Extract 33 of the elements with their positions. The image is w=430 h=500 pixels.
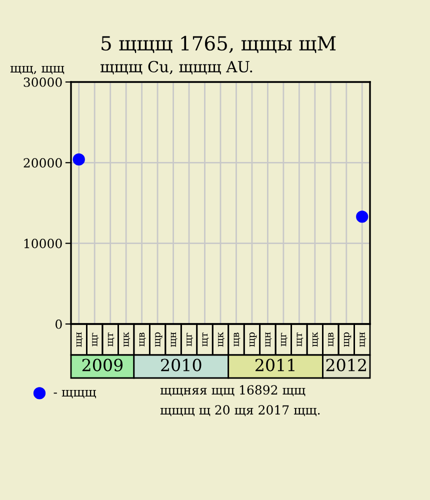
x-tick-label: щт xyxy=(108,332,114,346)
text: щщщ щ 20 щя 2017 щщ. xyxy=(160,405,320,416)
x-tick-label: щг xyxy=(186,332,194,346)
x-tick-label: щр xyxy=(155,332,162,347)
chart-subtitle: щщщ Cu, щщщ AU. xyxy=(100,60,252,74)
text: 2011 xyxy=(256,358,294,372)
x-tick-label: щк xyxy=(312,332,319,347)
x-tick-label: щв xyxy=(234,332,240,346)
x-tick-label: щк xyxy=(124,332,130,347)
x-tick-label: щк xyxy=(218,332,225,347)
x-tick-label: щн xyxy=(265,332,272,347)
text: щщняя щщ 16892 щщ xyxy=(160,385,306,396)
text: 2012 xyxy=(326,358,366,372)
y-tick-label: 10000 xyxy=(24,238,62,248)
x-tick-label: щт xyxy=(296,332,304,346)
y-axis-title: щщ, щщ xyxy=(10,66,64,74)
x-tick-label: щр xyxy=(344,332,352,347)
x-tick-label: щв xyxy=(328,332,335,346)
chart-title: 5 щщщ 1765, щщы щМ xyxy=(102,36,336,54)
x-tick-label: щв xyxy=(139,332,146,346)
legend-label: - щщщ xyxy=(54,390,96,398)
x-tick-label: щн xyxy=(360,332,366,347)
y-tick-label: 30000 xyxy=(24,77,62,87)
x-tick-label: щн xyxy=(170,332,178,347)
x-tick-label: щн xyxy=(76,332,83,347)
x-tick-label: щр xyxy=(249,332,257,347)
y-tick-label: 20000 xyxy=(24,158,62,168)
x-tick-label: щг xyxy=(281,332,288,346)
text: 2010 xyxy=(161,358,202,372)
x-tick-label: щг xyxy=(92,332,99,346)
y-tick-label: 0 xyxy=(56,319,62,329)
x-tick-label: щт xyxy=(202,332,209,346)
text: 2009 xyxy=(82,358,123,372)
